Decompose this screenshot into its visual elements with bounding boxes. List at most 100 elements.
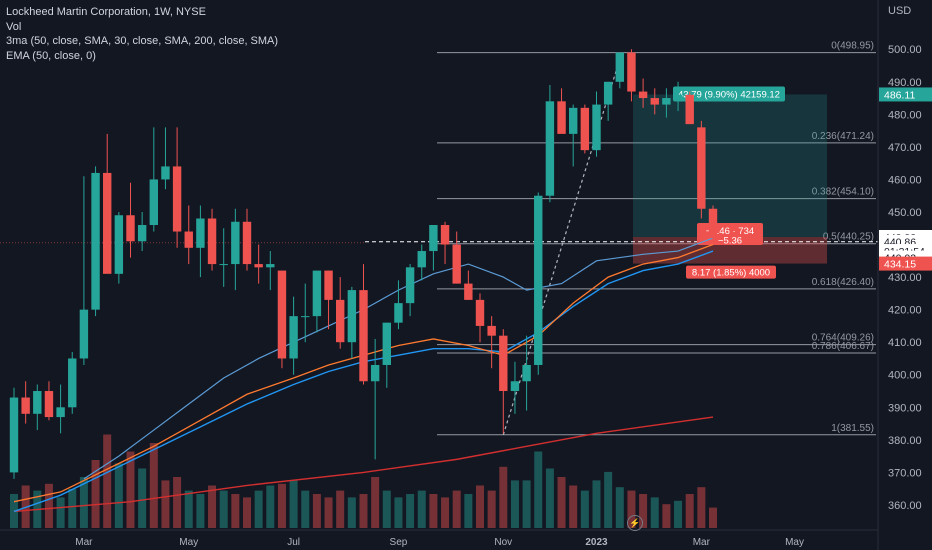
currency-label: USD bbox=[888, 5, 911, 17]
y-tick-label: 370.00 bbox=[888, 467, 922, 479]
volume-bar bbox=[510, 480, 519, 528]
candle-body bbox=[592, 104, 601, 151]
candle-body bbox=[324, 270, 333, 300]
candle-body bbox=[33, 391, 42, 414]
volume-bar bbox=[138, 468, 147, 528]
candle-body bbox=[219, 264, 228, 266]
target-label: 43.79 (9.90%) 42159.12 bbox=[678, 89, 780, 100]
sma200-line bbox=[13, 416, 714, 513]
price-axis: USD 360.00 370.00 380.00 390.00 400.00 410.00 4… bbox=[877, 0, 932, 550]
candle-body bbox=[522, 364, 531, 382]
volume-bar bbox=[499, 466, 508, 528]
ema-label[interactable]: EMA (50, close, 0) bbox=[6, 49, 96, 62]
y-tick-label: 500.00 bbox=[888, 44, 922, 56]
candle-body bbox=[103, 172, 112, 274]
candle-body bbox=[603, 81, 613, 105]
y-tick-label: 460.00 bbox=[888, 174, 922, 186]
volume-bar bbox=[243, 497, 251, 528]
candle-body bbox=[405, 267, 415, 304]
x-tick-label: 2023 bbox=[585, 537, 608, 548]
price-tag-label: 434.15 bbox=[884, 259, 916, 271]
candle-body bbox=[452, 244, 461, 284]
volume-bar bbox=[289, 480, 298, 528]
volume-bar bbox=[324, 497, 333, 528]
volume-bar bbox=[662, 504, 671, 528]
volume-bar bbox=[674, 500, 683, 528]
volume-bar bbox=[592, 480, 601, 528]
volume-bar bbox=[114, 463, 123, 528]
candle-body bbox=[44, 391, 54, 418]
candle-body bbox=[266, 264, 275, 268]
pnl-label: −1.46 · 734 bbox=[706, 226, 754, 237]
volume-bar bbox=[161, 480, 170, 528]
volume-bar bbox=[184, 490, 193, 528]
candle-body bbox=[114, 215, 124, 274]
candle-body bbox=[708, 208, 718, 239]
volume-bar bbox=[464, 494, 473, 528]
candle-body bbox=[172, 166, 182, 232]
candle-body bbox=[56, 407, 65, 418]
candle-body bbox=[207, 218, 217, 265]
x-tick-label: May bbox=[785, 537, 804, 548]
volume-bar bbox=[627, 490, 636, 528]
y-tick-label: 410.00 bbox=[888, 337, 922, 349]
candle-body bbox=[464, 283, 473, 300]
candle-body bbox=[627, 52, 636, 92]
candle-body bbox=[126, 215, 135, 242]
volume-bar bbox=[557, 477, 566, 528]
replay-icon[interactable]: ⚡ bbox=[627, 515, 643, 531]
fib-level-label: 0.618(426.40) bbox=[812, 277, 874, 288]
candle-body bbox=[254, 264, 263, 268]
volume-bar bbox=[254, 490, 263, 528]
candle-body bbox=[79, 309, 89, 359]
volume-bar bbox=[650, 497, 659, 528]
candle-body bbox=[475, 299, 485, 326]
candle-body bbox=[347, 290, 357, 343]
volume-bar bbox=[231, 494, 240, 528]
x-tick-label: Nov bbox=[494, 537, 512, 548]
candle-body bbox=[569, 107, 578, 134]
fib-level-label: 0.382(454.10) bbox=[812, 187, 874, 198]
volume-bars bbox=[10, 434, 717, 528]
candle-body bbox=[370, 364, 380, 382]
fib-level-label: 1(381.55) bbox=[831, 423, 874, 434]
x-tick-label: Sep bbox=[390, 537, 408, 548]
volume-bar bbox=[79, 477, 88, 528]
candle-body bbox=[21, 397, 30, 414]
volume-label[interactable]: Vol bbox=[6, 20, 22, 33]
price-tag-box bbox=[879, 87, 932, 102]
candle-body bbox=[534, 195, 543, 365]
x-tick-label: Mar bbox=[75, 537, 93, 548]
volume-bar bbox=[126, 451, 135, 528]
sma50-line bbox=[13, 250, 714, 513]
fib-level-label: 0(498.95) bbox=[831, 41, 874, 52]
candle-body bbox=[557, 101, 566, 134]
volume-bar bbox=[336, 490, 345, 528]
y-tick-label: 390.00 bbox=[888, 402, 922, 414]
pnl-sublabel: −5.36 bbox=[718, 236, 742, 247]
candle-body bbox=[580, 107, 590, 151]
fib-level-label: 0.5(440.25) bbox=[823, 232, 874, 243]
volume-bar bbox=[359, 494, 368, 528]
candle-body bbox=[301, 316, 310, 318]
candle-body bbox=[289, 316, 298, 359]
ma-label[interactable]: 3ma (50, close, SMA, 30, close, SMA, 200… bbox=[6, 35, 279, 47]
volume-bar bbox=[371, 477, 380, 528]
volume-bar bbox=[208, 485, 217, 528]
target-zone bbox=[633, 94, 827, 237]
candle-body bbox=[312, 270, 322, 317]
fib-level-label: 0.786(406.67) bbox=[812, 341, 874, 352]
candle-body bbox=[510, 381, 520, 392]
fib-level-label: 0.764(409.26) bbox=[812, 333, 874, 344]
long-position-tool: 43.79 (9.90%) 42159.12 8.17 (1.85%) 4000 −… bbox=[0, 86, 878, 279]
volume-bar bbox=[534, 451, 543, 528]
candle-body bbox=[9, 397, 19, 473]
volume-bar bbox=[452, 490, 461, 528]
symbol-title[interactable]: Lockheed Martin Corporation, 1W, NYSE bbox=[6, 6, 206, 18]
price-tag-box bbox=[879, 256, 932, 271]
y-tick-label: 470.00 bbox=[888, 142, 922, 154]
candle-body bbox=[499, 335, 508, 392]
candle-body bbox=[137, 225, 147, 242]
candle-body bbox=[417, 251, 426, 268]
